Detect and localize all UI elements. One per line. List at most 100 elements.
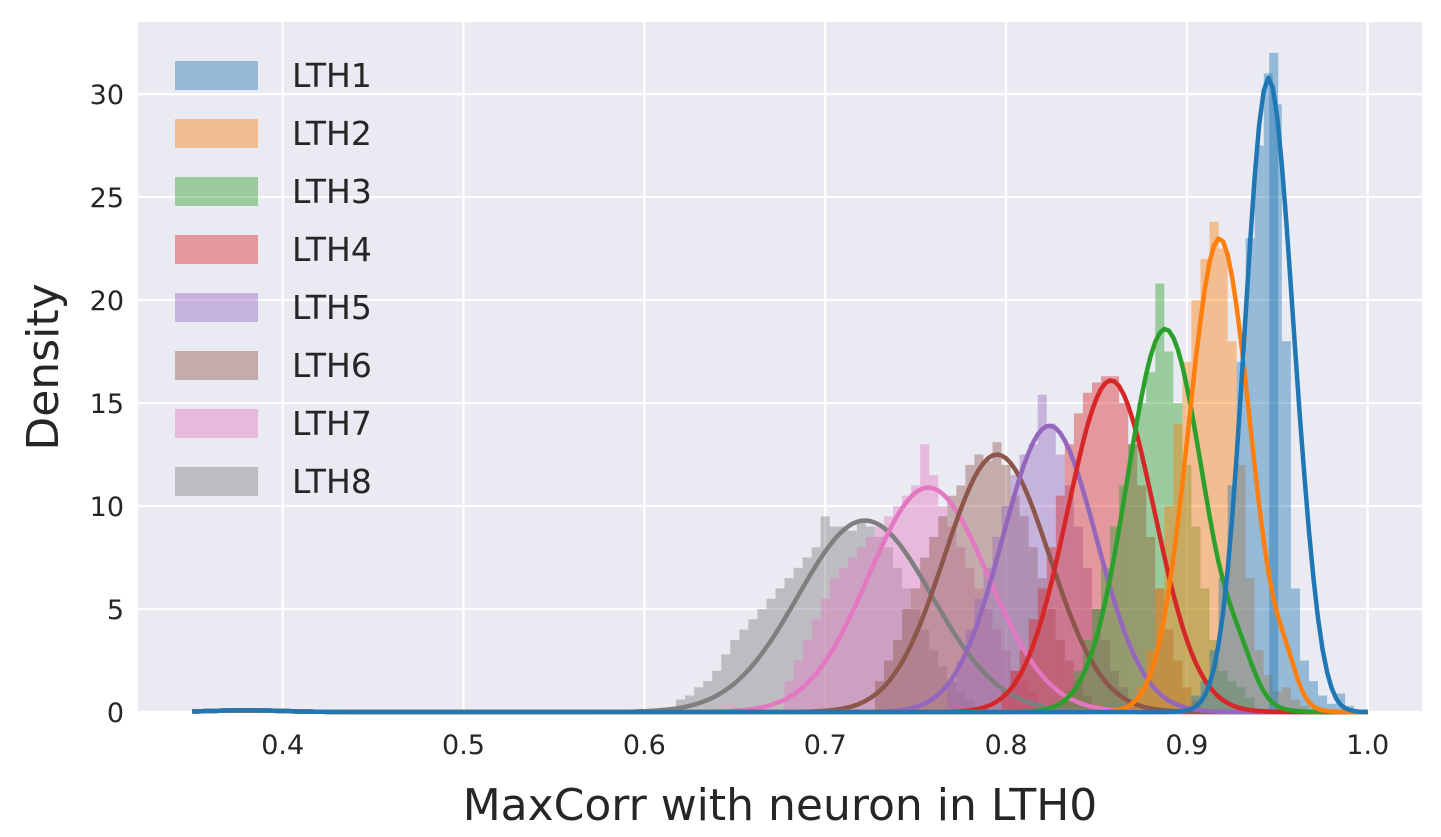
legend-label: LTH4 <box>292 230 372 269</box>
histogram-bar <box>1200 588 1210 712</box>
histogram-bar <box>694 687 704 712</box>
histogram-bar <box>1037 588 1047 712</box>
histogram-bar <box>1073 670 1083 712</box>
histogram-bar <box>1245 697 1255 712</box>
histogram-bar <box>1218 578 1228 712</box>
histogram-bar <box>1209 650 1219 712</box>
legend-label: LTH5 <box>292 288 372 327</box>
histogram-bar <box>1173 423 1183 712</box>
legend-swatch <box>175 409 258 438</box>
histogram-bar <box>1327 703 1337 712</box>
histogram-bar <box>1272 691 1282 712</box>
y-tick-label: 25 <box>90 183 124 214</box>
histogram-bar <box>1318 695 1328 712</box>
histogram-layer <box>676 52 1355 713</box>
histogram-bar <box>1082 567 1092 712</box>
y-axis-label: Density <box>18 283 69 450</box>
histogram-bar <box>974 598 984 712</box>
histogram-bar <box>1082 639 1092 712</box>
x-tick-label: 1.0 <box>1346 730 1389 761</box>
legend-swatch <box>175 177 258 206</box>
histogram-bar <box>947 495 957 712</box>
histogram-bar <box>893 506 903 712</box>
histogram-bar <box>893 567 903 712</box>
histogram-bar <box>1173 403 1183 712</box>
histogram-bar <box>820 516 830 712</box>
histogram-bar <box>1155 588 1165 712</box>
legend: LTH1 LTH2 LTH3 LTH4 LTH5 LTH6 LTH7 LTH8 <box>175 56 372 501</box>
histogram-lth8 <box>676 516 975 712</box>
legend-item-lth4: LTH4 <box>175 230 372 269</box>
histogram-bar <box>793 567 803 712</box>
histogram-bar <box>1055 639 1065 712</box>
histogram-bar <box>1101 567 1111 712</box>
histogram-bar <box>1073 413 1083 712</box>
plot-background <box>138 22 1422 712</box>
y-tick-label: 10 <box>90 492 124 523</box>
histogram-bar <box>992 536 1002 712</box>
histogram-bar <box>1173 660 1183 712</box>
histogram-bar <box>1001 691 1011 712</box>
histogram-bar <box>1137 485 1147 712</box>
x-axis-label: MaxCorr with neuron in LTH0 <box>463 780 1098 831</box>
kde-curve-lth1 <box>192 75 1368 715</box>
histogram-bar <box>1101 639 1111 712</box>
histogram-bar <box>929 650 939 712</box>
histogram-bar <box>1128 444 1138 712</box>
histogram-lth3 <box>1055 283 1255 712</box>
histogram-bar <box>856 547 866 712</box>
x-tick-label: 0.5 <box>442 730 485 761</box>
histogram-bar <box>802 639 812 712</box>
histogram-bar <box>847 530 857 712</box>
histogram-lth6 <box>874 442 1092 712</box>
histogram-bar <box>1091 609 1101 712</box>
histogram-bar <box>956 660 966 712</box>
histogram-bar <box>1001 650 1011 712</box>
histogram-bar <box>1001 506 1011 712</box>
histogram-bar <box>1146 372 1156 712</box>
histogram-bar <box>703 681 713 712</box>
histogram-bar <box>920 444 930 712</box>
histogram-bar <box>739 629 749 712</box>
histogram-bar <box>766 598 776 712</box>
histogram-bar <box>1146 536 1156 712</box>
histogram-bar <box>938 506 948 712</box>
histogram-bar <box>757 609 767 712</box>
histogram-bar <box>712 670 722 712</box>
legend-item-lth8: LTH8 <box>175 462 372 501</box>
legend-swatch <box>175 119 258 148</box>
x-tick-label: 0.9 <box>1165 730 1208 761</box>
histogram-bar <box>730 639 740 712</box>
histogram-bar <box>775 588 785 712</box>
histogram-bar <box>1263 73 1273 712</box>
histogram-bar <box>1299 705 1309 712</box>
histogram-bar <box>1091 609 1101 712</box>
histogram-bar <box>1019 454 1029 712</box>
histogram-bar <box>1037 578 1047 712</box>
histogram-bar <box>1182 464 1192 712</box>
histogram-bar <box>1290 699 1300 712</box>
histogram-bar <box>847 557 857 712</box>
histogram-bar <box>1064 660 1074 712</box>
histogram-bar <box>992 629 1002 712</box>
histogram-bar <box>893 639 903 712</box>
legend-swatch <box>175 293 258 322</box>
histogram-bar <box>1236 687 1246 712</box>
histogram-bar <box>947 681 957 712</box>
histogram-bar <box>1245 238 1255 712</box>
histogram-bar <box>802 557 812 712</box>
histogram-bar <box>856 520 866 712</box>
legend-label: LTH1 <box>292 56 372 95</box>
histogram-bar <box>883 516 894 712</box>
x-axis-ticks: 0.4 0.5 0.6 0.7 0.8 0.9 1.0 <box>261 730 1389 761</box>
histogram-bar <box>965 464 975 712</box>
histogram-bar <box>929 536 939 712</box>
histogram-bar <box>1299 660 1309 712</box>
histogram-bar <box>820 598 830 712</box>
histogram-bar <box>1119 403 1129 712</box>
histogram-bar <box>1082 392 1092 712</box>
histogram-bar <box>920 629 930 712</box>
histogram-bar <box>965 699 975 712</box>
histogram-bar <box>983 609 993 712</box>
